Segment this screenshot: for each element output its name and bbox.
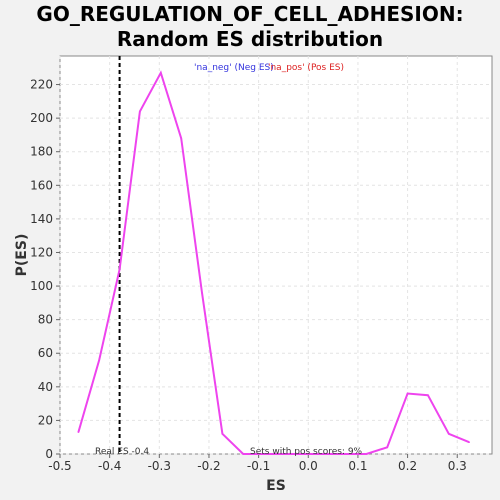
y-tick-label: 120: [30, 245, 53, 259]
data-point: [468, 441, 470, 444]
y-tick-label: 160: [30, 178, 53, 192]
data-point: [201, 291, 203, 294]
data-point: [406, 392, 409, 395]
x-tick-label: 0.2: [398, 459, 417, 473]
data-point: [242, 453, 245, 455]
series-line: [77, 70, 470, 455]
data-point: [221, 433, 224, 435]
data-point: [180, 137, 182, 140]
data-point: [139, 110, 141, 113]
data-point: [98, 359, 101, 361]
x-axis-label: ES: [266, 478, 286, 494]
y-axis-label: P(ES): [14, 234, 30, 277]
y-tick-label: 220: [30, 78, 53, 92]
plot-area: [59, 55, 493, 455]
chart-title: GO_REGULATION_OF_CELL_ADHESION: Random E…: [0, 2, 500, 52]
x-tick-label: -0.1: [247, 459, 270, 473]
chart-title-line-1: GO_REGULATION_OF_CELL_ADHESION:: [36, 2, 464, 26]
y-tick-label: 60: [38, 346, 53, 360]
y-tick-label: 0: [45, 447, 53, 461]
pos-scores-annotation: Sets with pos scores: 9%: [250, 447, 363, 457]
x-tick-label: -0.5: [48, 459, 71, 473]
x-tick-label: 0.1: [348, 459, 367, 473]
y-axis-ticks: 0 20 40 60 80 100 120 140 160 180 200 220: [30, 78, 60, 461]
y-tick-label: 180: [30, 145, 53, 159]
data-point: [448, 433, 450, 435]
real-es-label: Real ES -0.4: [95, 447, 149, 457]
data-point: [160, 71, 162, 74]
y-tick-label: 140: [30, 212, 53, 226]
x-tick-label: -0.3: [148, 459, 171, 473]
grid-lines: [59, 56, 492, 455]
y-tick-label: 100: [30, 279, 53, 293]
y-tick-label: 40: [38, 380, 53, 394]
data-point: [262, 453, 265, 455]
data-point: [118, 268, 121, 271]
y-tick-label: 20: [38, 413, 53, 427]
data-point: [386, 446, 389, 449]
x-tick-label: 0.0: [299, 459, 318, 473]
data-point: [427, 394, 429, 397]
y-tick-label: 80: [38, 313, 53, 327]
data-point: [283, 453, 285, 455]
x-tick-label: -0.2: [197, 459, 220, 473]
chart-title-line-2: Random ES distribution: [116, 27, 384, 51]
y-tick-label: 200: [30, 111, 53, 125]
legend-neg-label: 'na_neg' (Neg ES): [194, 63, 274, 73]
data-point: [365, 453, 368, 455]
legend-pos-label: 'na_pos' (Pos ES): [268, 63, 344, 73]
series-points: [77, 71, 470, 455]
data-point: [304, 453, 306, 455]
data-point: [345, 453, 347, 455]
x-axis-ticks: -0.5 -0.4 -0.3 -0.2 -0.1 0.0 0.1 0.2 0.3: [48, 454, 467, 473]
x-tick-label: -0.4: [98, 459, 121, 473]
data-point: [324, 453, 326, 455]
x-tick-label: 0.3: [448, 459, 467, 473]
data-point: [77, 431, 80, 433]
